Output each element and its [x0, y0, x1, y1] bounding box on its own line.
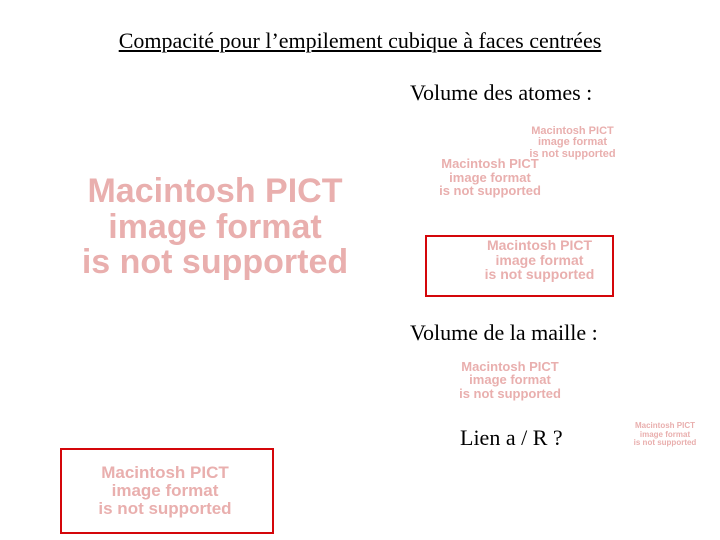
- pict-placeholder-0: Macintosh PICTimage formatis not support…: [50, 140, 380, 315]
- slide: Compacité pour l’empilement cubique à fa…: [0, 0, 720, 540]
- label-lien: Lien a / R ?: [460, 425, 563, 451]
- pict-placeholder-2: Macintosh PICTimage formatis not support…: [430, 145, 550, 210]
- highlight-box-1: [60, 448, 274, 534]
- slide-title: Compacité pour l’empilement cubique à fa…: [0, 28, 720, 54]
- pict-placeholder-4: Macintosh PICTimage formatis not support…: [445, 350, 575, 410]
- highlight-box-0: [425, 235, 614, 297]
- pict-placeholder-5: Macintosh PICTimage formatis not support…: [630, 415, 700, 455]
- label-volume-atomes: Volume des atomes :: [410, 80, 592, 106]
- label-volume-maille: Volume de la maille :: [410, 320, 598, 346]
